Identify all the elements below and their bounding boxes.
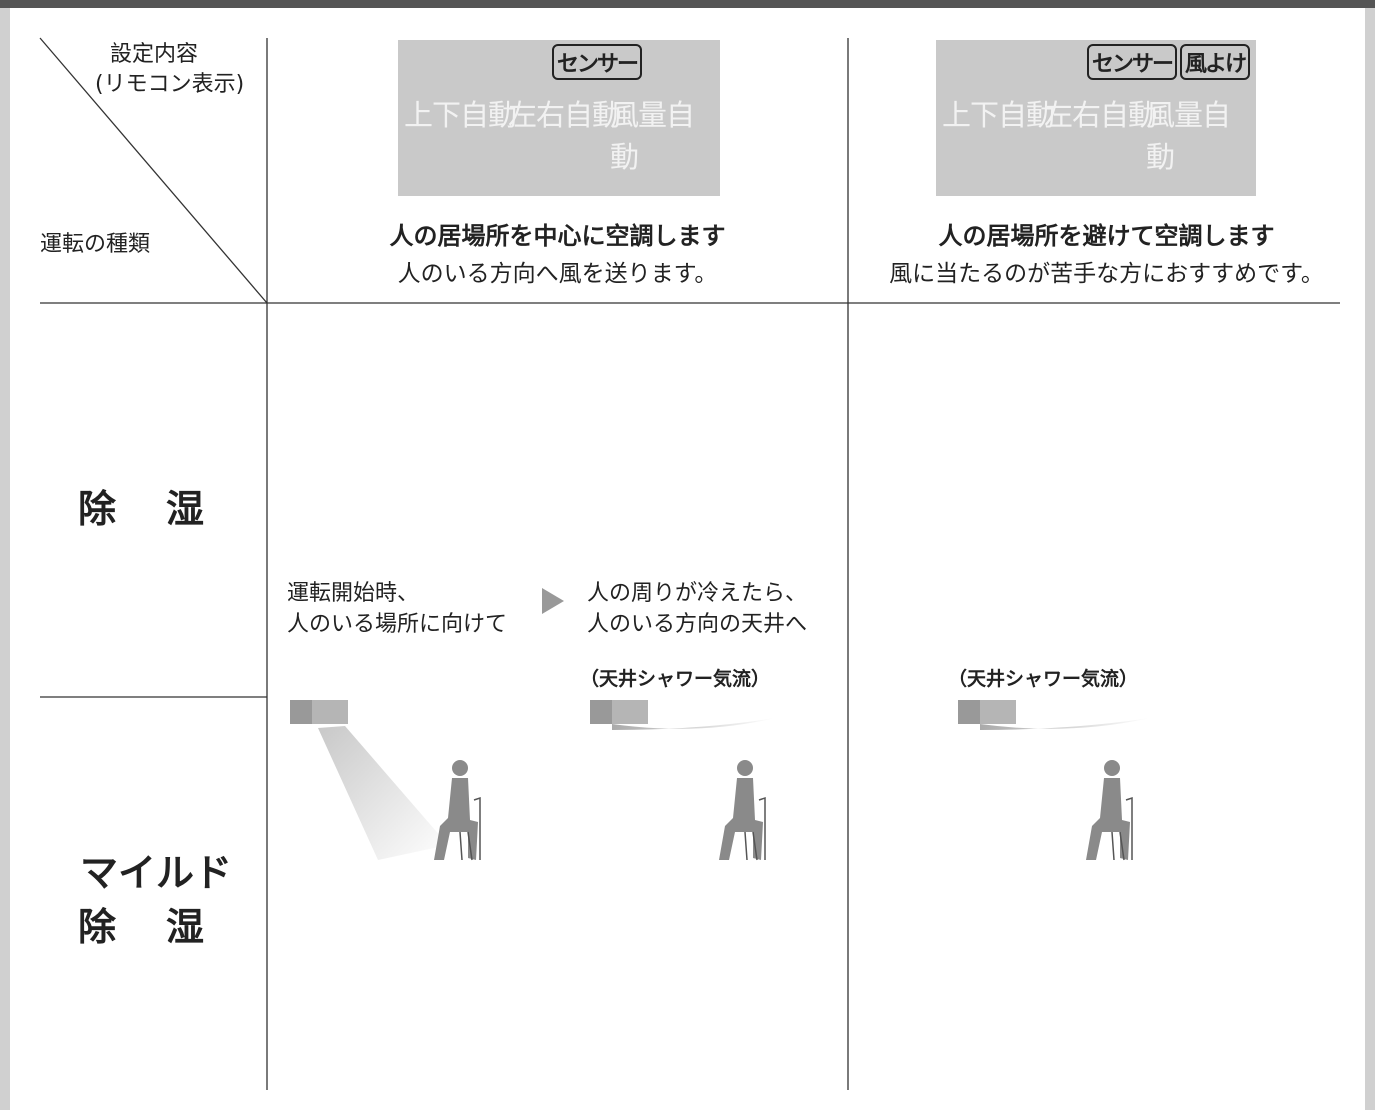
display-label: 左右自動 [1044,98,1157,132]
row-label: マイルド [80,851,233,895]
remote-display: センサー 上下自動 左右自動 風量自動 [398,40,720,196]
note: （天井シャワー気流） [948,668,1139,690]
display-label: 風量自動 [1146,98,1231,174]
corner-text: 設定内容 [110,42,199,67]
column-title: 人の居場所を避けて空調します [938,222,1275,250]
step-text: 人のいる場所に向けて [287,612,508,637]
badges: センサー [549,44,642,80]
step-text: 人の周りが冷えたら、 [587,581,808,606]
display-label: 上下自動 [404,98,517,132]
row-label: 除湿 [78,905,255,949]
step-text: 運転開始時、 [287,581,420,606]
display-label: 風量自動 [610,98,695,174]
badge: センサー [1086,44,1177,80]
badge: 風よけ [1179,44,1250,80]
badges: センサー 風よけ [1084,44,1250,80]
corner-text: 運転の種類 [40,232,151,257]
column-subtitle: 風に当たるのが苦手な方におすすめです。 [889,261,1324,287]
display-label: 左右自動 [508,98,621,132]
row-label: 除湿 [78,487,255,531]
note: （天井シャワー気流） [580,668,771,690]
remote-display: センサー 風よけ 上下自動 左右自動 風量自動 [936,40,1256,196]
corner-text: (リモコン表示) [95,72,245,97]
badge: センサー [551,44,642,80]
display-label: 上下自動 [942,98,1055,132]
step-text: 人のいる方向の天井へ [587,612,808,637]
column-subtitle: 人のいる方向へ風を送ります。 [397,261,718,287]
column-title: 人の居場所を中心に空調します [389,222,726,250]
